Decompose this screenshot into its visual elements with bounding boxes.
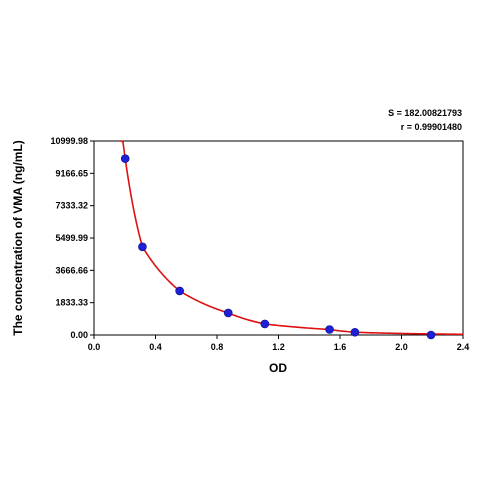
y-tick-label: 0.00 <box>70 330 88 340</box>
y-tick-label: 3666.66 <box>55 265 88 275</box>
x-tick-label: 1.6 <box>334 342 347 352</box>
y-tick-label: 1833.33 <box>55 298 88 308</box>
data-point <box>138 242 147 252</box>
data-point <box>120 154 130 163</box>
x-tick-label: 0.0 <box>88 342 101 352</box>
x-tick-label: 2.4 <box>457 342 470 352</box>
x-tick-label: 2.0 <box>395 342 408 352</box>
x-axis-ticks: 0.0 0.4 0.8 1.2 1.6 2.0 2.4 <box>88 335 470 352</box>
x-tick-label: 0.4 <box>149 342 162 352</box>
r-statistic: r = 0.99901480 <box>401 122 462 132</box>
data-points-layer <box>120 154 436 340</box>
x-tick-label: 1.2 <box>272 342 285 352</box>
y-tick-label: 10999.98 <box>50 136 88 146</box>
data-point <box>175 286 184 296</box>
y-axis-title: The concentration of VMA (ng/mL) <box>11 140 25 336</box>
data-point <box>350 327 360 337</box>
y-tick-label: 7333.32 <box>55 201 88 211</box>
plot-area <box>93 140 464 336</box>
y-axis-ticks: 0.00 1833.33 3666.66 5499.99 7333.32 9166.65 1… <box>50 136 94 340</box>
y-tick-label: 9166.65 <box>55 168 88 178</box>
data-point <box>260 319 270 329</box>
x-tick-label: 0.8 <box>211 342 224 352</box>
data-point <box>223 308 233 318</box>
data-point <box>426 330 436 340</box>
y-tick-label: 5499.99 <box>55 233 88 243</box>
s-statistic: S = 182.00821793 <box>388 108 462 118</box>
data-point <box>325 325 334 334</box>
x-axis-title: OD <box>269 361 287 375</box>
